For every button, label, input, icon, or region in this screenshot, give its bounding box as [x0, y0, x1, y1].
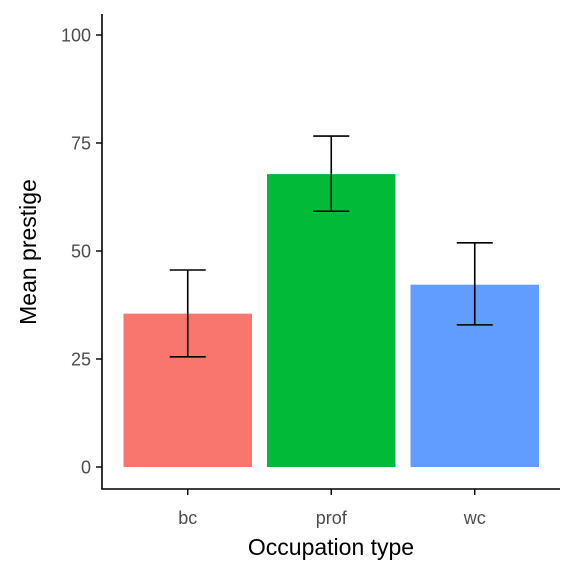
x-tick-label-bc: bc: [178, 508, 197, 528]
x-axis-ticks: bc prof wc: [178, 489, 486, 528]
y-tick-label-25: 25: [71, 350, 91, 370]
bars-layer: [123, 174, 539, 467]
y-axis-title: Mean prestige: [15, 179, 41, 325]
y-tick-label-50: 50: [71, 242, 91, 262]
error-bar-bc: [169, 269, 206, 358]
y-axis-ticks: 0 25 50 75 100: [61, 26, 102, 478]
x-tick-label-prof: prof: [316, 508, 348, 528]
error-bar-wc: [456, 241, 493, 326]
y-tick-label-75: 75: [71, 134, 91, 154]
x-axis-title: Occupation type: [248, 534, 414, 560]
error-bars-layer: [169, 135, 493, 358]
bar-prof: [267, 174, 396, 467]
y-tick-label-100: 100: [61, 26, 91, 46]
error-bar-prof: [313, 135, 350, 213]
y-tick-label-0: 0: [81, 458, 91, 478]
x-tick-label-wc: wc: [463, 508, 486, 528]
